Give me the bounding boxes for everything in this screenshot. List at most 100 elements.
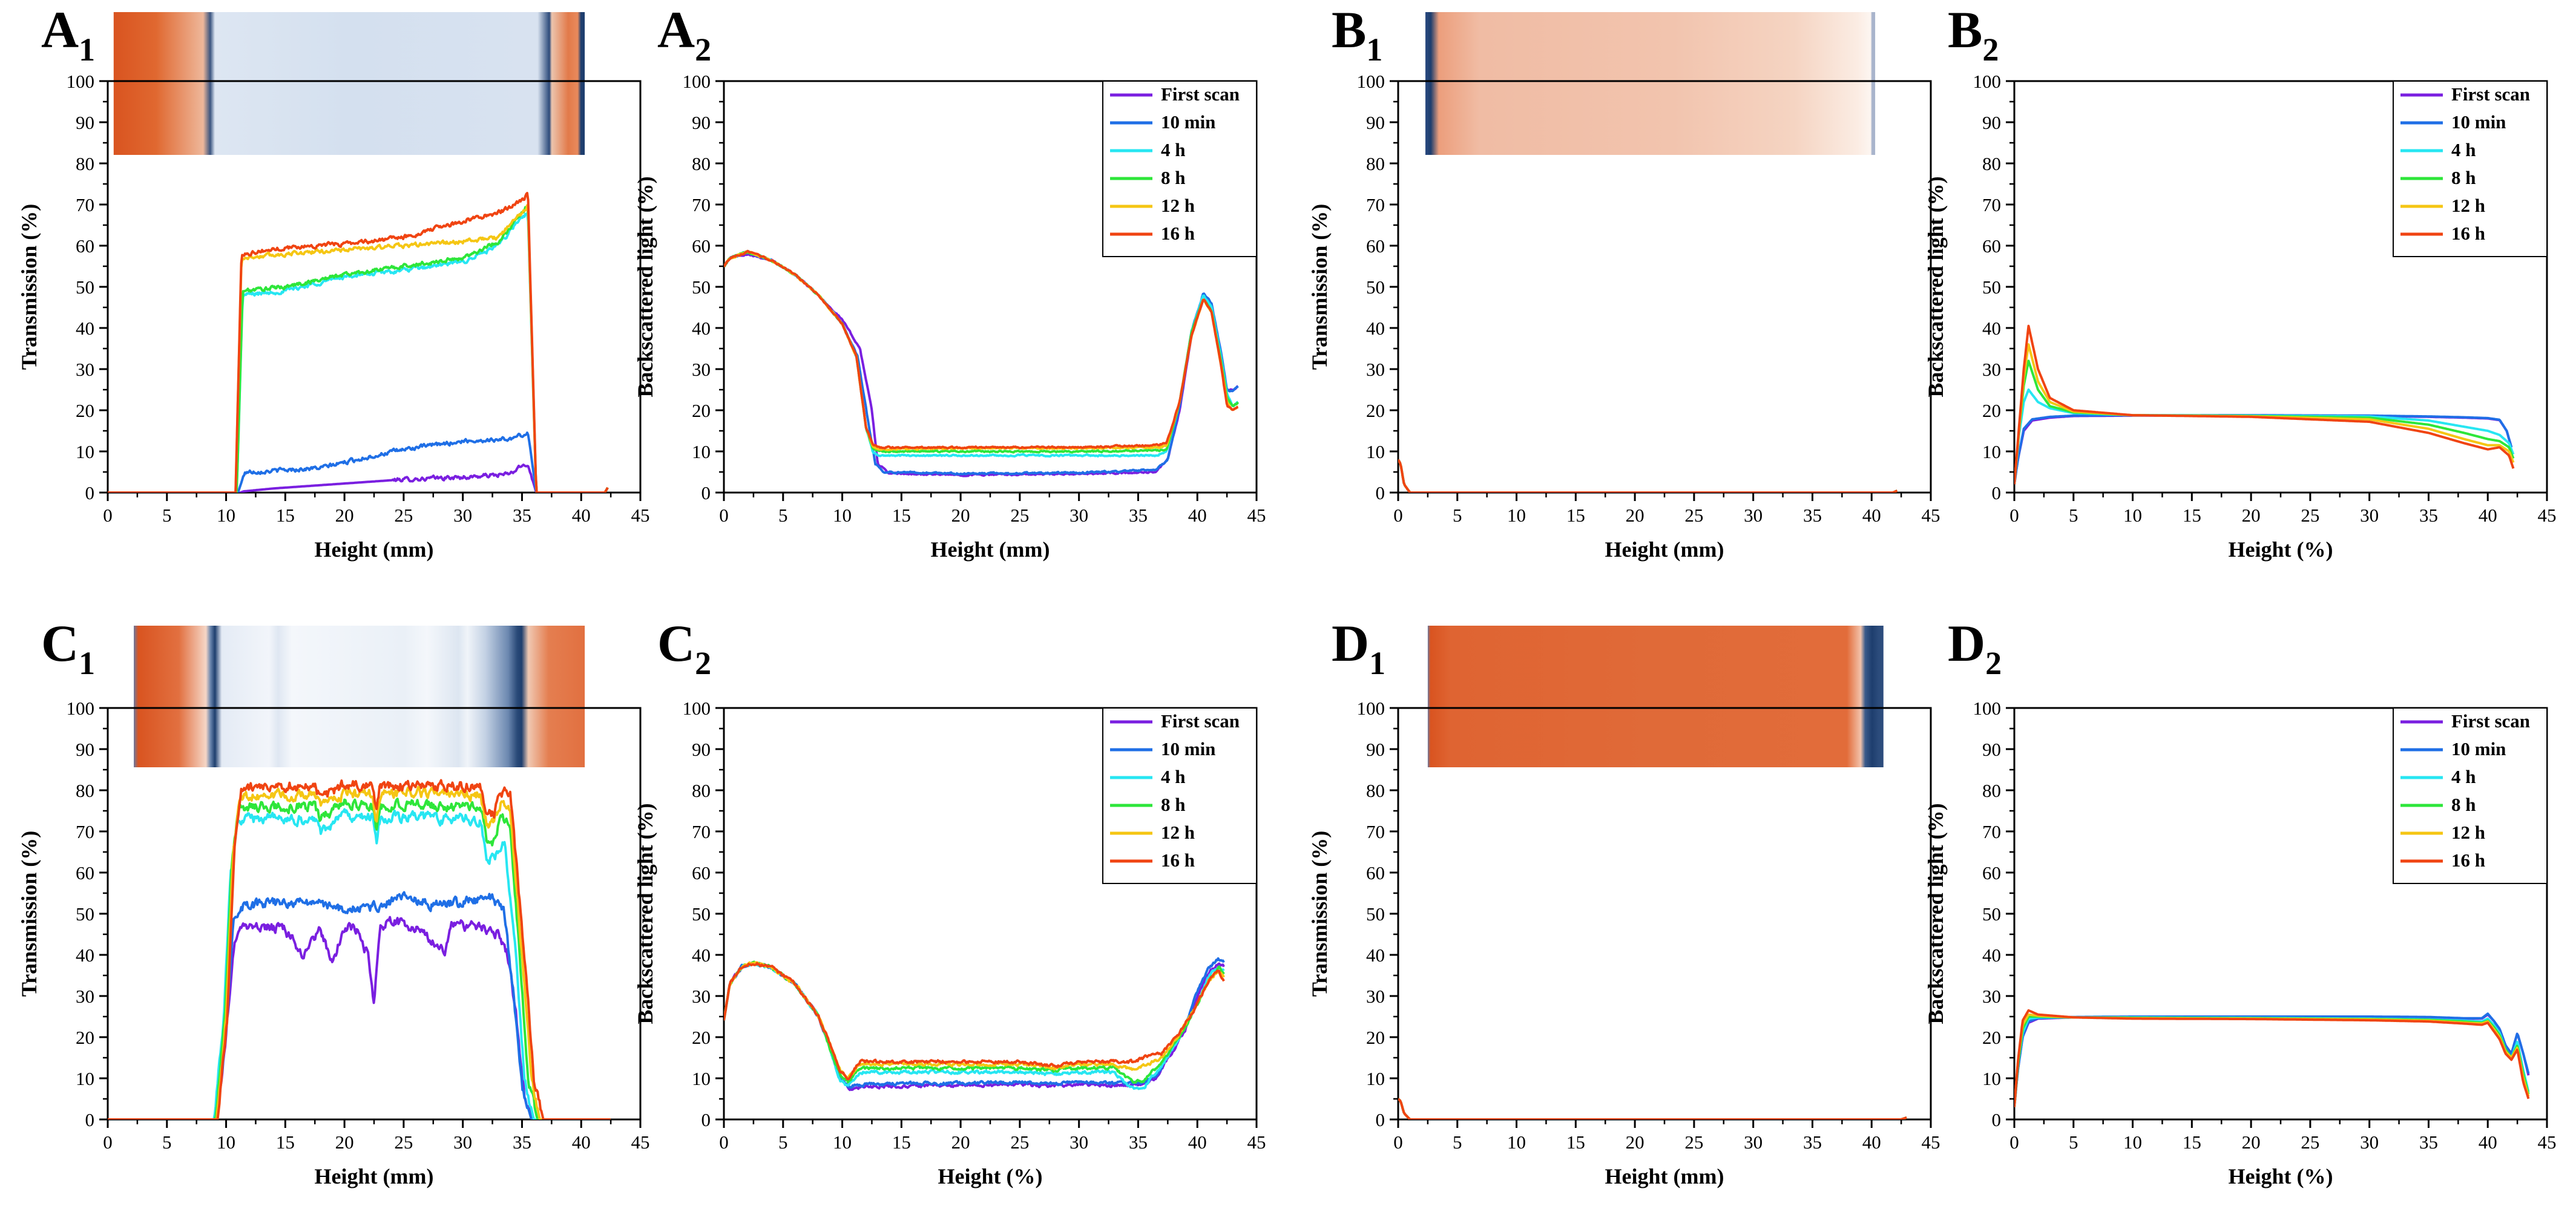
legend-entry-label: 10 min bbox=[1161, 738, 1215, 759]
legend-entry-label: 16 h bbox=[1161, 850, 1195, 871]
y-tick-label: 90 bbox=[1366, 112, 1385, 133]
x-tick-label: 35 bbox=[513, 505, 531, 526]
scan-strip-image bbox=[134, 626, 585, 767]
chart-B2: B20 5 10 15 20 25 30 35 40 4501020304050607080901… bbox=[1924, 1, 2557, 562]
y-tick-label: 40 bbox=[692, 945, 711, 966]
x-tick-label: 35 bbox=[1129, 505, 1148, 526]
x-tick-label: 45 bbox=[2538, 1132, 2557, 1153]
y-tick-label: 20 bbox=[76, 400, 94, 421]
x-tick-label: 10 bbox=[1507, 1132, 1526, 1153]
panel-label-B2: B2 bbox=[1948, 1, 1999, 68]
series-line-8-h bbox=[724, 251, 1240, 454]
legend-entry-label: 12 h bbox=[1161, 822, 1195, 843]
panel-subscript: 1 bbox=[79, 645, 95, 681]
series-line-16-h bbox=[724, 962, 1225, 1081]
x-axis-title: Height (%) bbox=[2229, 1164, 2333, 1188]
x-tick-label: 40 bbox=[1862, 505, 1881, 526]
y-tick-label: 70 bbox=[1982, 194, 2001, 215]
panel-subscript: 2 bbox=[695, 645, 711, 681]
y-tick-label: 50 bbox=[1366, 277, 1385, 298]
y-tick-label: 40 bbox=[1982, 945, 2001, 966]
series-line-4-h bbox=[2014, 1016, 2530, 1107]
x-tick-label: 40 bbox=[2479, 1132, 2497, 1153]
x-tick-label: 25 bbox=[1684, 505, 1703, 526]
legend: First scan 10 min 4 h 8 h 12 h 16 h bbox=[1102, 707, 1257, 884]
legend-entry-label: First scan bbox=[2451, 84, 2530, 105]
y-tick-label: 40 bbox=[692, 318, 711, 339]
x-tick-label: 35 bbox=[513, 1132, 531, 1153]
y-tick-label: 70 bbox=[692, 194, 711, 215]
x-axis-title: Height (mm) bbox=[315, 537, 434, 562]
chart-B1: B10 5 10 15 20 25 30 35 40 4501020304050607080901… bbox=[1307, 1, 1940, 562]
x-tick-label: 5 bbox=[778, 505, 788, 526]
panel-letter: C bbox=[41, 614, 79, 672]
y-tick-label: 40 bbox=[76, 318, 94, 339]
y-tick-label: 60 bbox=[692, 862, 711, 883]
legend-entry-label: 16 h bbox=[2451, 850, 2485, 871]
y-tick-label: 60 bbox=[1366, 862, 1385, 883]
x-tick-label: 45 bbox=[1247, 1132, 1266, 1153]
y-axis-title: Transmission (%) bbox=[1307, 204, 1332, 370]
y-tick-label: 100 bbox=[1357, 71, 1385, 92]
panel-label-A1: A1 bbox=[41, 1, 95, 68]
y-tick-label: 30 bbox=[692, 986, 711, 1007]
x-tick-label: 30 bbox=[1070, 1132, 1088, 1153]
panel-subscript: 1 bbox=[79, 31, 95, 68]
y-tick-label: 60 bbox=[76, 235, 94, 257]
legend-entry-label: 12 h bbox=[2451, 195, 2485, 216]
x-tick-label: 30 bbox=[1744, 505, 1763, 526]
series-line-4-h bbox=[1398, 1098, 1907, 1119]
series-line-16-h bbox=[724, 249, 1239, 450]
x-tick-label: 0 bbox=[103, 505, 113, 526]
y-tick-label: 20 bbox=[1982, 400, 2001, 421]
panel-subscript: 1 bbox=[1369, 645, 1385, 681]
series-group bbox=[1398, 459, 1898, 493]
plot-frame bbox=[107, 707, 642, 1121]
y-axis-title: Backscattered light (%) bbox=[633, 176, 657, 397]
y-tick-label: 30 bbox=[1366, 359, 1385, 380]
legend-box bbox=[1102, 80, 1257, 257]
series-line-10-min bbox=[108, 431, 609, 493]
y-tick-label: 10 bbox=[1982, 1068, 2001, 1089]
x-tick-label: 45 bbox=[631, 505, 650, 526]
series-group bbox=[108, 192, 609, 493]
y-tick-label: 50 bbox=[1982, 903, 2001, 925]
y-tick-label: 10 bbox=[76, 441, 94, 462]
y-tick-label: 80 bbox=[76, 153, 94, 174]
panel-label-C2: C2 bbox=[657, 614, 711, 681]
legend-entry-label: 12 h bbox=[1161, 195, 1195, 216]
x-tick-label: 20 bbox=[2242, 505, 2261, 526]
series-line-10-min bbox=[724, 250, 1239, 476]
series-line-4-h bbox=[1398, 459, 1898, 493]
legend-entry-label: 4 h bbox=[2451, 139, 2476, 160]
x-tick-label: 0 bbox=[1393, 505, 1403, 526]
x-tick-label: 15 bbox=[2183, 505, 2201, 526]
x-tick-label: 45 bbox=[1922, 1132, 1940, 1153]
panel-letter: A bbox=[657, 1, 695, 59]
x-axis-title: Height (mm) bbox=[315, 1164, 434, 1188]
x-tick-label: 40 bbox=[1188, 505, 1207, 526]
y-tick-label: 50 bbox=[76, 277, 94, 298]
y-tick-label: 0 bbox=[1376, 482, 1385, 503]
legend-box bbox=[1102, 707, 1257, 884]
x-tick-label: 20 bbox=[1626, 505, 1644, 526]
y-tick-label: 0 bbox=[702, 1109, 711, 1130]
y-tick-label: 50 bbox=[1982, 277, 2001, 298]
x-tick-label: 5 bbox=[778, 1132, 788, 1153]
y-tick-label: 50 bbox=[692, 277, 711, 298]
y-tick-label: 50 bbox=[76, 903, 94, 925]
y-tick-label: 90 bbox=[692, 112, 711, 133]
y-tick-label: 0 bbox=[1376, 1109, 1385, 1130]
panel-letter: C bbox=[657, 614, 695, 672]
x-tick-label: 30 bbox=[2360, 505, 2379, 526]
series-line-8-h bbox=[1398, 1098, 1907, 1119]
x-tick-label: 30 bbox=[1070, 505, 1088, 526]
chart-A1: A10 5 10 15 20 25 30 35 40 4501020304050607080901… bbox=[17, 1, 650, 562]
series-line-10-min bbox=[108, 891, 611, 1119]
y-tick-label: 20 bbox=[692, 1027, 711, 1048]
x-tick-label: 15 bbox=[1566, 1132, 1585, 1153]
y-axis-title: Backscattered light (%) bbox=[633, 803, 657, 1024]
x-tick-label: 45 bbox=[631, 1132, 650, 1153]
y-axis-title: Transmission (%) bbox=[17, 204, 41, 370]
y-tick-label: 80 bbox=[76, 780, 94, 801]
